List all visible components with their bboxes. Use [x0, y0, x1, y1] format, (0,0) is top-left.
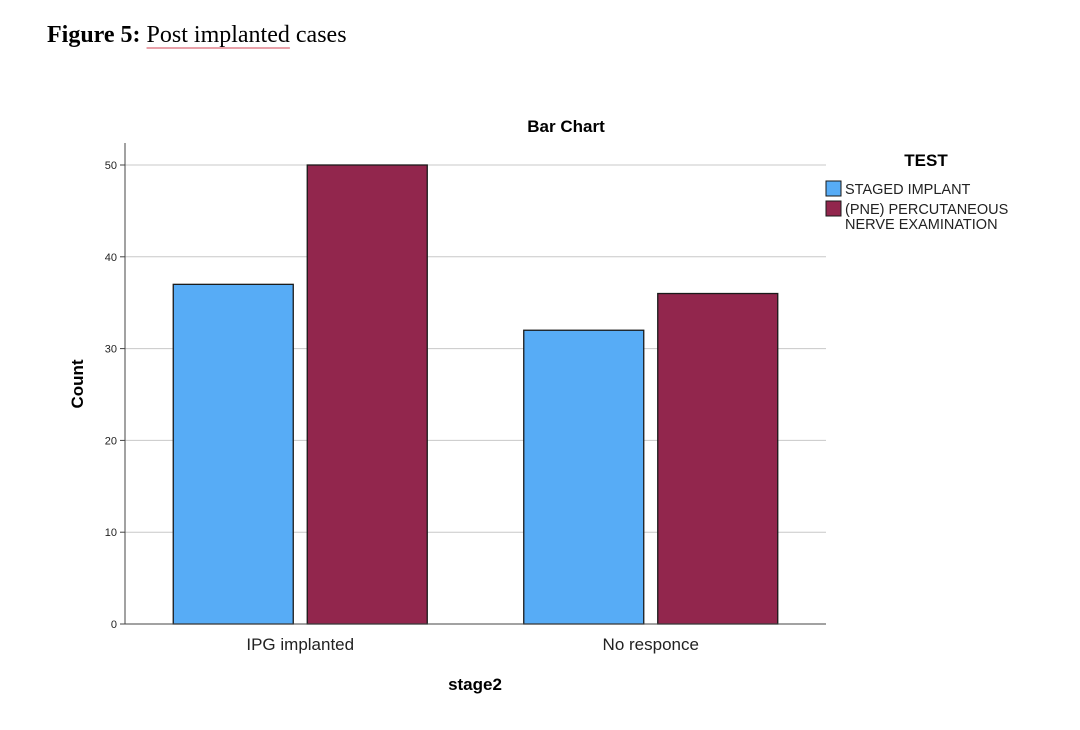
axes: 0 10 20 30 40 50 IPG implanted No responce [105, 143, 826, 654]
legend-swatch [825, 180, 842, 197]
legend: TEST STAGED IMPLANT (PNE) PERCUTANEOUSNER… [825, 151, 1008, 233]
figure-title-underlined: Post implanted [146, 22, 290, 48]
figure-label: Figure 5: [47, 22, 141, 48]
bar-staged-implant [523, 329, 645, 625]
y-tick-label: 40 [105, 252, 117, 264]
bar-pne [306, 164, 428, 625]
bar-staged-implant [172, 283, 294, 625]
figure-caption: Figure 5: Post implanted cases [47, 22, 347, 49]
legend-swatch [825, 200, 842, 217]
x-tick-label: IPG implanted [246, 635, 354, 654]
x-axis-label: stage2 [448, 675, 502, 694]
y-tick-label: 50 [105, 160, 117, 172]
y-tick-label: 0 [111, 619, 117, 631]
x-tick-label: No responce [603, 635, 699, 654]
bar-pne [657, 292, 779, 625]
chart-title: Bar Chart [527, 117, 605, 136]
legend-label: STAGED IMPLANT [845, 182, 971, 198]
legend-label: NERVE EXAMINATION [845, 217, 998, 233]
figure-title-rest: cases [295, 22, 347, 48]
y-tick-label: 20 [105, 435, 117, 447]
legend-title: TEST [904, 151, 948, 170]
y-tick-label: 10 [105, 527, 117, 539]
legend-label: (PNE) PERCUTANEOUS [845, 202, 1008, 218]
bars [172, 164, 779, 625]
y-axis-label: Count [68, 359, 87, 408]
y-tick-label: 30 [105, 344, 117, 356]
